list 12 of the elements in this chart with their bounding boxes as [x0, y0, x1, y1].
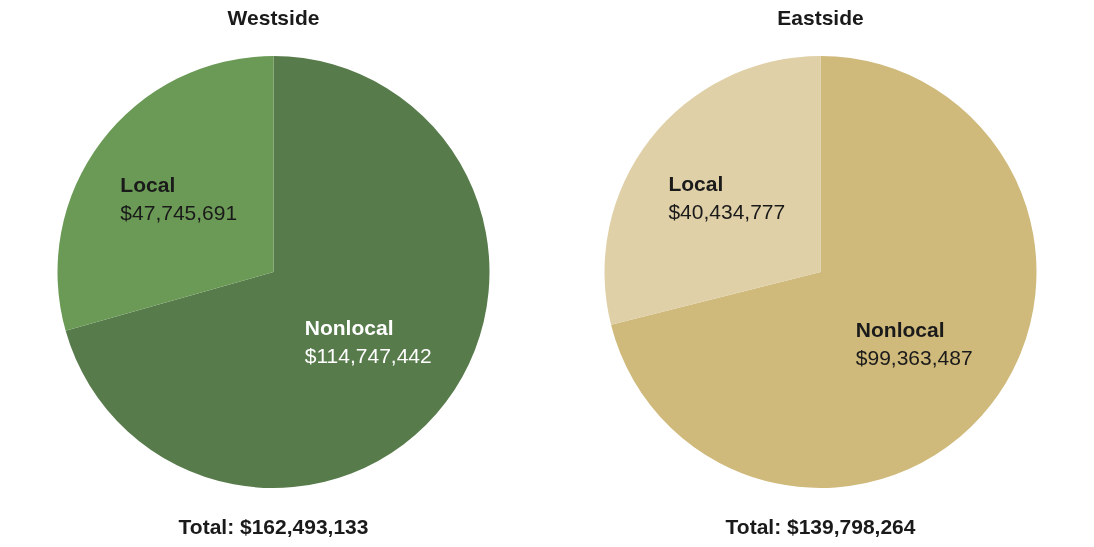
text: Total: $139,798,264: [724, 515, 917, 539]
chart-title: Eastside: [776, 6, 865, 30]
slice-label: Local: [120, 173, 176, 197]
slice-label: Nonlocal: [855, 317, 945, 341]
chart-title: Westside: [226, 6, 321, 30]
slice-label: Local: [668, 171, 724, 195]
text: Total: $162,493,133: [177, 515, 370, 539]
data-label: $47,745,691: [120, 201, 238, 225]
data-label: $40,434,777: [668, 199, 786, 223]
data-label: $99,363,487: [855, 345, 973, 369]
data-label: $114,747,442: [304, 344, 432, 368]
slice-label: Nonlocal: [304, 316, 394, 340]
